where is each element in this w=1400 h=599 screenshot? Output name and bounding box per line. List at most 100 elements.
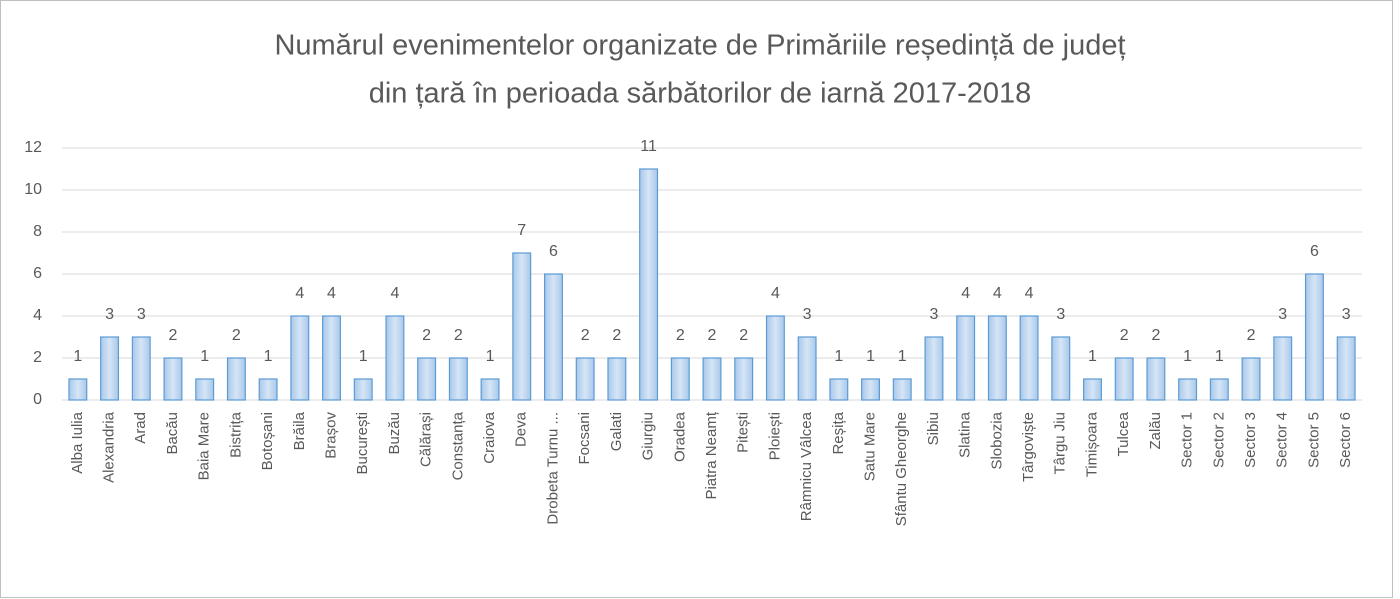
- x-tick-label: Bacău: [164, 412, 181, 455]
- data-label: 1: [898, 348, 907, 365]
- data-label: 2: [1247, 327, 1256, 344]
- bar: [258, 378, 278, 401]
- chart-title: din țară în perioada sărbătorilor de iar…: [369, 78, 1032, 110]
- data-label: 3: [929, 306, 938, 323]
- data-label: 4: [327, 285, 336, 302]
- x-tick-label: Zalău: [1147, 412, 1164, 450]
- x-tick-label: Botoșani: [259, 412, 276, 470]
- bar: [226, 357, 246, 401]
- x-tick-label: Giurgiu: [640, 412, 657, 460]
- bar: [861, 378, 881, 401]
- data-label: 3: [1342, 306, 1351, 323]
- bar: [1304, 273, 1324, 401]
- data-label: 1: [200, 348, 209, 365]
- data-label: 6: [1310, 243, 1319, 260]
- x-tick-label: Galati: [608, 412, 625, 451]
- x-tick-label: Alba Iulia: [69, 411, 86, 473]
- x-tick-label: Craiova: [481, 411, 498, 463]
- bar: [1273, 336, 1293, 401]
- chart-title: Numărul evenimentelor organizate de Prim…: [274, 30, 1125, 62]
- bar: [892, 378, 912, 401]
- data-label: 1: [834, 348, 843, 365]
- data-label: 2: [1120, 327, 1129, 344]
- bar: [1083, 378, 1102, 401]
- x-tick-label: Brăila: [291, 411, 308, 450]
- data-label: 3: [137, 306, 146, 323]
- x-tick-label: Bistrița: [227, 411, 244, 458]
- data-label: 1: [73, 348, 82, 365]
- x-tick-label: Călărași: [418, 412, 435, 467]
- x-tick-label: Piatra Neamț: [703, 411, 720, 499]
- data-label: 4: [961, 285, 970, 302]
- bar: [1051, 336, 1071, 401]
- bar: [353, 378, 373, 401]
- data-label: 4: [390, 285, 399, 302]
- bar: [322, 315, 341, 401]
- bar: [68, 378, 88, 401]
- data-label: 4: [771, 285, 780, 302]
- x-tick-label: Baia Mare: [196, 412, 213, 480]
- data-label: 3: [803, 306, 812, 323]
- bar: [829, 378, 849, 401]
- bar: [195, 378, 215, 401]
- x-tick-label: Sector 5: [1305, 412, 1322, 468]
- bar: [607, 357, 627, 401]
- x-tick-label: Slatina: [957, 411, 974, 458]
- bar: [670, 357, 690, 401]
- x-tick-label: Tulcea: [1115, 411, 1132, 456]
- x-tick-label: Sector 3: [1242, 412, 1259, 468]
- bar: [924, 336, 944, 401]
- y-tick-label: 8: [33, 223, 42, 240]
- bar: [765, 315, 785, 401]
- data-label: 2: [454, 327, 463, 344]
- data-label: 4: [1025, 285, 1034, 302]
- data-label: 3: [105, 306, 114, 323]
- bar: [1114, 357, 1134, 401]
- bar: [417, 357, 437, 401]
- data-label: 7: [517, 222, 526, 239]
- bar: [1019, 315, 1039, 401]
- data-label: 2: [676, 327, 685, 344]
- bar: [956, 315, 976, 401]
- x-tick-label: Constanța: [449, 411, 466, 480]
- x-tick-label: Sector 2: [1210, 412, 1227, 468]
- x-tick-label: Sector 4: [1274, 412, 1291, 468]
- bar: [131, 336, 151, 401]
- data-label: 3: [1056, 306, 1065, 323]
- y-tick-label: 12: [24, 139, 42, 156]
- data-label: 1: [1215, 348, 1224, 365]
- y-tick-label: 4: [33, 307, 42, 324]
- x-tick-label: Drobeta Turnu ...: [544, 412, 561, 525]
- bar: [385, 315, 405, 401]
- bar: [575, 357, 595, 401]
- x-tick-label: Timișoara: [1083, 411, 1100, 477]
- y-tick-label: 6: [33, 265, 42, 282]
- x-tick-label: Focsani: [576, 412, 593, 465]
- bar: [1209, 378, 1229, 401]
- data-label: 2: [708, 327, 717, 344]
- x-tick-label: București: [354, 412, 371, 475]
- data-label: 2: [612, 327, 621, 344]
- x-tick-label: Sector 1: [1179, 412, 1196, 468]
- x-tick-label: Buzău: [386, 412, 403, 455]
- x-tick-label: Ploiești: [766, 412, 783, 460]
- bar: [512, 252, 532, 401]
- data-label: 11: [640, 138, 657, 155]
- x-tick-label: Râmnicu Vâlcea: [798, 411, 815, 521]
- data-label: 1: [1183, 348, 1192, 365]
- data-label: 1: [486, 348, 495, 365]
- bar: [1146, 357, 1166, 401]
- data-label: 6: [549, 243, 558, 260]
- x-tick-label: Alexandria: [101, 411, 118, 483]
- bar: [163, 357, 183, 401]
- data-label: 1: [359, 348, 368, 365]
- data-label: 4: [295, 285, 304, 302]
- data-label: 2: [422, 327, 431, 344]
- data-label: 2: [232, 327, 241, 344]
- x-tick-label: Târgoviște: [1020, 412, 1037, 482]
- x-tick-label: Arad: [132, 412, 149, 444]
- bar: [797, 336, 817, 401]
- y-tick-label: 0: [33, 391, 42, 408]
- bar: [448, 357, 468, 401]
